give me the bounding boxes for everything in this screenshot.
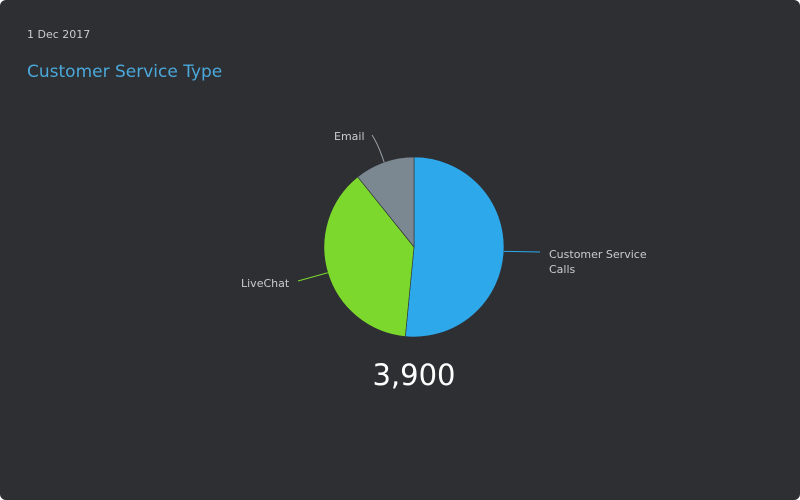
pie-slice-customer-service-calls[interactable] — [404, 156, 505, 338]
leader-lines — [297, 134, 541, 282]
chart-title: Customer Service Type — [27, 62, 223, 82]
leader-line-livechat — [297, 272, 328, 282]
pie-slice-livechat[interactable] — [323, 176, 415, 337]
slice-labels: Customer Service Calls LiveChat Email — [241, 130, 647, 290]
leader-line-email — [371, 134, 385, 163]
report-date: 1 Dec 2017 — [27, 28, 91, 41]
slice-label-livechat: LiveChat — [241, 277, 290, 290]
slice-label-email: Email — [334, 130, 365, 143]
leader-line-customer-service-calls — [503, 250, 541, 253]
pie-slices — [323, 156, 505, 338]
slice-label-customer-service-calls: Customer Service Calls — [549, 248, 647, 276]
total-value: 3,900 — [372, 358, 456, 392]
